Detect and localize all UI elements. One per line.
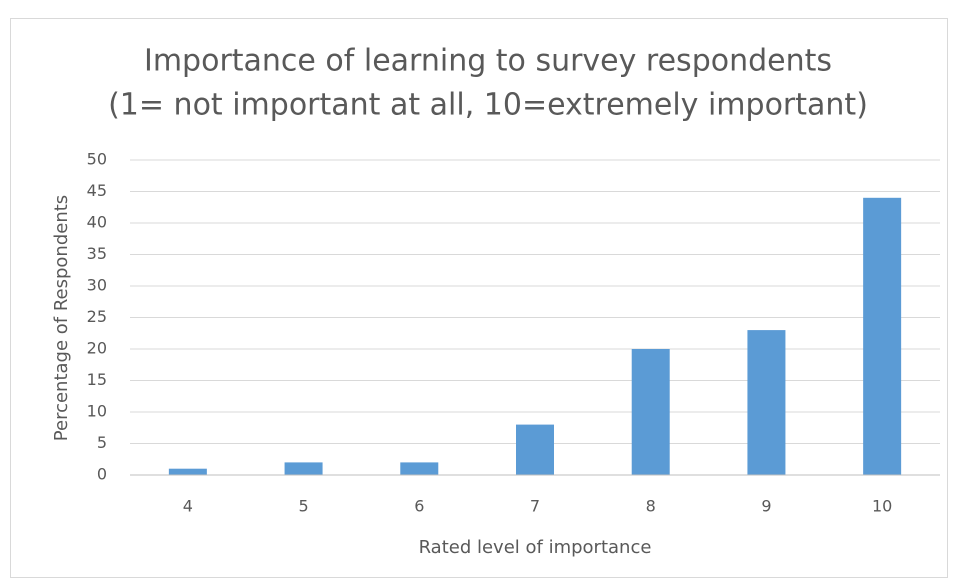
y-tick-label: 20 [87, 339, 107, 358]
chart-subtitle: (1= not important at all, 10=extremely i… [108, 88, 868, 123]
x-tick-label: 6 [414, 497, 424, 516]
y-tick-label: 10 [87, 402, 107, 421]
y-tick-label: 0 [97, 465, 107, 484]
x-tick-label: 7 [530, 497, 540, 516]
y-tick-label: 25 [87, 307, 107, 326]
bar [284, 462, 323, 475]
x-tick-label: 8 [646, 497, 656, 516]
y-tick-label: 5 [97, 433, 107, 452]
chart-title: Importance of learning to survey respond… [144, 44, 832, 79]
y-tick-label: 45 [87, 181, 107, 200]
y-tick-label: 30 [87, 276, 107, 295]
x-tick-label: 10 [872, 497, 892, 516]
chart-border [10, 18, 948, 578]
x-tick-label: 9 [761, 497, 771, 516]
bar [400, 462, 439, 475]
y-tick-label: 15 [87, 370, 107, 389]
bar [747, 330, 786, 475]
bar [516, 424, 554, 475]
x-axis-title: Rated level of importance [419, 537, 652, 558]
x-tick-label: 5 [298, 497, 308, 516]
y-axis-title: Percentage of Respondents [51, 195, 72, 441]
y-tick-label: 50 [87, 150, 107, 169]
x-tick-label: 4 [183, 497, 193, 516]
bar [168, 468, 207, 475]
y-tick-label: 35 [87, 244, 107, 263]
bar [863, 197, 902, 476]
y-tick-label: 40 [87, 213, 107, 232]
bar [631, 349, 670, 475]
